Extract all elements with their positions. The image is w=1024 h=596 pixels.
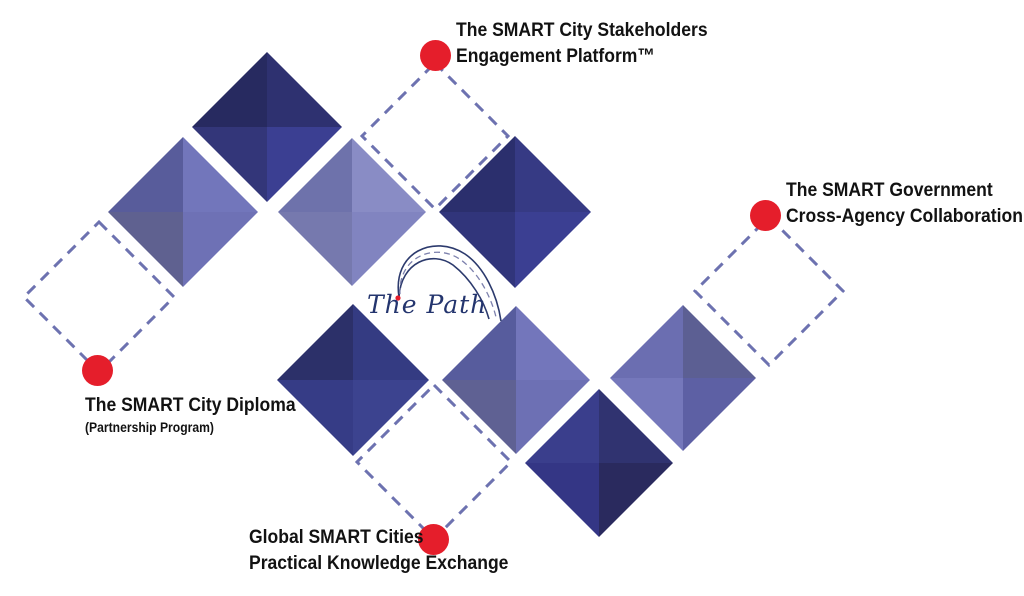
red-dot-exchange	[418, 524, 449, 555]
label-stakeholders-platform: The SMART City Stakeholders Engagement P…	[456, 17, 708, 69]
label-line: The SMART City Diploma	[85, 394, 296, 416]
logo-arc-dashed	[399, 251, 497, 318]
logo-arc-inner	[398, 257, 490, 320]
logo-mini-red-dot	[395, 295, 401, 301]
label-subline: (Partnership Program)	[85, 420, 214, 435]
dashed-diamond	[359, 60, 511, 212]
red-dot-diploma	[82, 355, 113, 386]
red-dot-government	[750, 200, 781, 231]
label-line: The SMART City Stakeholders	[456, 19, 708, 41]
label-line: Global SMART Cities	[249, 526, 424, 548]
logo-arcs	[395, 245, 502, 322]
logo-arc-outer	[397, 245, 502, 322]
label-city-diploma: The SMART City Diploma (Partnership Prog…	[85, 392, 296, 437]
label-knowledge-exchange: Global SMART Cities Practical Knowledge …	[249, 524, 508, 576]
logo-the-path: The Path	[367, 290, 488, 319]
label-line: Practical Knowledge Exchange	[249, 552, 509, 574]
dashed-diamond	[354, 382, 514, 542]
label-line: Cross-Agency Collaboration	[786, 205, 1023, 227]
dashed-diamond	[21, 219, 177, 375]
label-government-collaboration: The SMART Government Cross-Agency Collab…	[786, 177, 1023, 229]
label-line: Engagement Platform™	[456, 45, 655, 67]
label-line: The SMART Government	[786, 179, 993, 201]
dashed-diamond	[692, 214, 846, 368]
red-dot-stakeholders	[420, 40, 451, 71]
